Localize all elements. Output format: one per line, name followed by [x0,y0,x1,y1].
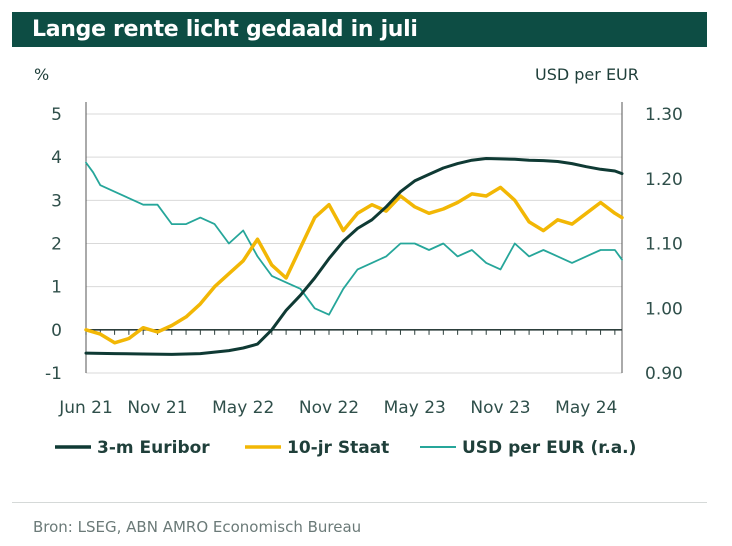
y-left-tick-label: 5 [51,105,62,125]
grid [86,113,622,374]
y-left-tick-label: 2 [51,235,62,255]
title-bar: Lange rente licht gedaald in juli [12,12,707,47]
x-tick-label: May 22 [212,398,274,418]
tick-labels: 5 4 3 2 1 0 -1 1.30 1.20 1.10 1.00 0.90 Jun 21 Nov 21… [45,105,683,418]
series-line-usd [85,161,623,316]
series-lines [84,157,624,356]
y-right-tick-label: 1.20 [645,170,683,190]
x-tick-label: Nov 21 [127,398,187,418]
legend: 3-m Euribor 10-jr Staat USD per EUR (r.a.) [55,438,636,458]
y-right-tick-label: 1.00 [645,299,683,319]
y-right-tick-label: 1.10 [645,235,683,255]
legend-label: 3-m Euribor [97,438,210,458]
y-right-tick-label: 0.90 [645,364,683,384]
footer-divider [12,502,707,503]
y-left-tick-label: 3 [51,191,62,211]
series-line-euribor [84,157,624,356]
chart-title: Lange rente licht gedaald in juli [32,17,418,42]
x-tick-label: Jun 21 [58,398,113,418]
y-left-tick-label: -1 [45,364,62,384]
y-left-tick-label: 0 [51,321,62,341]
axes [85,102,623,373]
legend-label: 10-jr Staat [287,438,389,458]
y-left-unit: % [34,65,49,84]
x-tick-label: May 23 [384,398,446,418]
y-right-unit: USD per EUR [535,65,639,84]
y-right-tick-label: 1.30 [645,105,683,125]
x-tick-label: Nov 23 [470,398,530,418]
chart: 5 4 3 2 1 0 -1 1.30 1.20 1.10 1.00 0.90 Jun 21 Nov 21… [34,65,683,458]
x-tick-label: Nov 22 [299,398,359,418]
y-left-tick-label: 4 [51,148,62,168]
x-tick-label: May 24 [555,398,617,418]
y-left-tick-label: 1 [51,278,62,298]
series-line-staat [84,185,624,345]
legend-label: USD per EUR (r.a.) [462,438,636,458]
source-note: Bron: LSEG, ABN AMRO Economisch Bureau [33,518,362,536]
